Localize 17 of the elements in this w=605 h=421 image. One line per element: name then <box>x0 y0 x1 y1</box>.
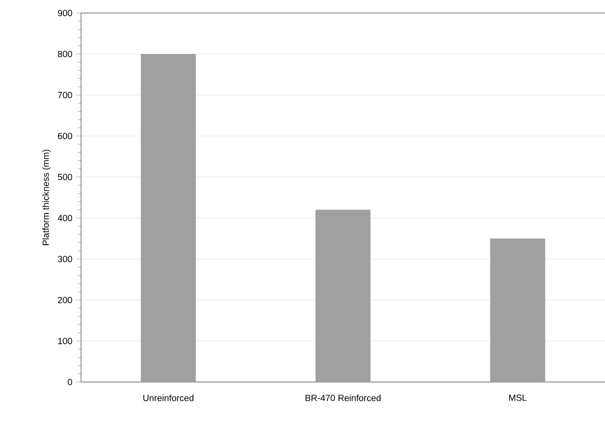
bar <box>140 54 196 382</box>
y-tick-label: 900 <box>58 10 72 16</box>
y-axis-title: Platform thickness (mm) <box>42 150 51 246</box>
y-tick-label: 0 <box>68 378 72 386</box>
y-tick-label: 500 <box>58 174 72 180</box>
y-tick-label: 100 <box>58 338 72 344</box>
x-tick-label: MSL <box>509 394 527 401</box>
x-tick-label: BR-470 Reinforced <box>306 394 381 402</box>
y-tick-label: 600 <box>58 132 72 140</box>
y-tick-label: 400 <box>58 214 72 222</box>
y-tick-label: 300 <box>58 256 72 262</box>
y-tick-label: 800 <box>58 50 72 58</box>
x-tick-label: Unreinforced <box>143 394 194 402</box>
bar <box>316 210 371 382</box>
y-tick-label: 200 <box>58 296 72 304</box>
y-tick-label: 700 <box>58 92 72 98</box>
bar <box>490 238 546 382</box>
